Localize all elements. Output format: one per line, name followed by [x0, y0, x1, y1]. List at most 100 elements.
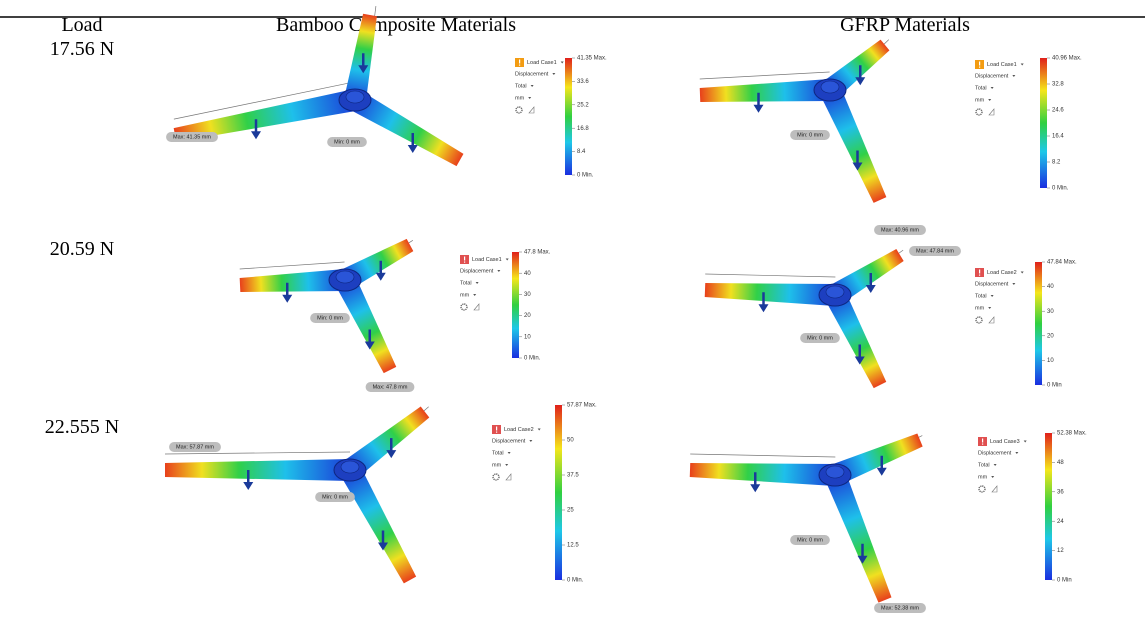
scale-label: 10	[524, 334, 531, 340]
load-arrow-head	[251, 131, 261, 139]
max-probe: Max: 47.8 mm	[373, 384, 408, 390]
legend-result: Displacement	[978, 450, 1012, 456]
chart-icon	[506, 474, 511, 480]
chart-icon	[474, 304, 479, 310]
simulation-result: Max: 40.96 mmMin: 0 mmLoad Case1Displace…	[700, 40, 1082, 235]
scale-label: 41.35 Max.	[577, 56, 607, 62]
dropdown-caret	[994, 464, 997, 466]
scale-label: 20	[1047, 333, 1054, 339]
load-arrow-head	[386, 450, 396, 458]
scale-label: 20	[524, 313, 531, 319]
min-probe: Min: 0 mm	[797, 537, 823, 543]
scale-label: 16.4	[1052, 134, 1064, 140]
scale-label: 0 Min	[1047, 383, 1062, 389]
scale-label: 52.38 Max.	[1057, 431, 1087, 437]
color-bar	[1040, 58, 1047, 188]
load-arrow-head	[866, 285, 876, 293]
blade	[690, 463, 836, 486]
scale-label: 40	[1047, 284, 1054, 290]
settings-icon	[979, 486, 985, 492]
scale-label: 24	[1057, 519, 1064, 525]
scale-label: 40	[524, 271, 531, 277]
row-load: 20.59 N	[50, 238, 114, 260]
header-load: Load	[61, 14, 102, 36]
blade	[340, 465, 416, 584]
chart-icon	[989, 109, 994, 115]
settings-icon	[493, 474, 499, 480]
min-probe: Min: 0 mm	[317, 315, 343, 321]
scale-label: 57.87 Max.	[567, 403, 597, 409]
min-probe: Min: 0 mm	[797, 132, 823, 138]
legend-case: Load Case1	[987, 62, 1017, 68]
alert-mark	[464, 257, 465, 261]
legend-component: Total	[975, 293, 987, 299]
simulation-result: Max: 52.38 mmMin: 0 mmLoad Case3Displace…	[690, 431, 1087, 613]
chart-icon	[529, 107, 534, 113]
dropdown-caret	[552, 73, 555, 75]
scale-label: 12.5	[567, 543, 579, 549]
load-arrow-head	[750, 484, 760, 492]
alert-mark	[519, 60, 520, 64]
dropdown-caret	[538, 429, 541, 431]
dropdown-caret	[506, 259, 509, 261]
legend-result: Displacement	[515, 71, 549, 77]
dropdown-caret	[531, 85, 534, 87]
dropdown-caret	[476, 282, 479, 284]
alert-mark	[496, 427, 497, 431]
legend-case: Load Case3	[990, 439, 1020, 445]
alert-mark	[979, 270, 980, 274]
legend-result: Displacement	[975, 281, 1009, 287]
dropdown-caret	[988, 99, 991, 101]
header-gfrp: GFRP Materials	[840, 14, 970, 36]
min-probe: Min: 0 mm	[334, 139, 360, 145]
undeformed-outline	[690, 454, 835, 457]
alert-dot	[519, 65, 520, 66]
scale-label: 36	[1057, 489, 1064, 495]
alert-dot	[464, 262, 465, 263]
hub-top	[341, 461, 359, 473]
color-bar	[1035, 262, 1042, 385]
load-arrow-head	[376, 273, 386, 281]
scale-label: 25.2	[577, 102, 589, 108]
blade	[825, 471, 892, 603]
settings-icon	[516, 107, 522, 113]
color-bar	[1045, 433, 1052, 580]
load-arrow-head	[759, 304, 769, 312]
hub-top	[826, 466, 844, 478]
scale-label: 24.6	[1052, 108, 1064, 114]
blade	[700, 79, 831, 102]
min-probe: Min: 0 mm	[807, 335, 833, 341]
max-probe: Max: 41.35 mm	[173, 134, 211, 140]
scale-label: 16.8	[577, 126, 589, 132]
legend-component: Total	[978, 462, 990, 468]
settings-icon	[976, 109, 982, 115]
scale-label: 32.8	[1052, 82, 1064, 88]
settings-icon	[461, 304, 467, 310]
alert-dot	[979, 275, 980, 276]
load-arrow-head	[282, 295, 292, 303]
legend-component: Total	[492, 450, 504, 456]
scale-label: 40.96 Max.	[1052, 56, 1082, 62]
alert-dot	[979, 67, 980, 68]
legend-component: Total	[515, 83, 527, 89]
legend-result: Displacement	[460, 268, 494, 274]
hub-top	[346, 91, 364, 103]
scale-label: 12	[1057, 548, 1064, 554]
row-load: 22.555 N	[45, 416, 119, 438]
scale-label: 48	[1057, 460, 1064, 466]
undeformed-outline	[240, 262, 345, 269]
undeformed-outline	[705, 274, 835, 277]
legend-component: Total	[975, 85, 987, 91]
dropdown-caret	[1024, 441, 1027, 443]
dropdown-caret	[991, 87, 994, 89]
legend-unit: mm	[515, 95, 525, 101]
dropdown-caret	[991, 476, 994, 478]
alert-mark	[979, 62, 980, 66]
legend-case: Load Case2	[987, 270, 1017, 276]
scale-label: 50	[567, 438, 574, 444]
legend-case: Load Case1	[472, 257, 502, 263]
dropdown-caret	[1012, 75, 1015, 77]
scale-label: 30	[524, 292, 531, 298]
alert-mark	[982, 439, 983, 443]
simulation-result: Max: 47.84 mmMin: 0 mmLoad Case2Displace…	[705, 246, 1077, 389]
